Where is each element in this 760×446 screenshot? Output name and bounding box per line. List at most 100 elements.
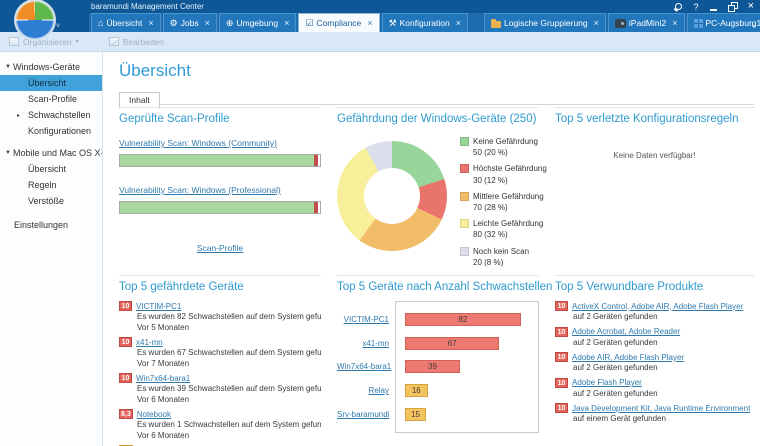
device-item-head: 10 x41-mn	[119, 337, 321, 348]
scan-profile-name-link[interactable]: Vulnerability Scan: Windows (Professiona…	[119, 185, 281, 195]
scan-profile-name-link[interactable]: Vulnerability Scan: Windows (Community)	[119, 138, 277, 148]
device-name-link[interactable]: x41-mn	[136, 337, 163, 347]
chevron-right-icon: ▸	[17, 113, 21, 119]
tab-close-icon[interactable]: ×	[284, 18, 290, 28]
device-name-link[interactable]: Notebook	[136, 409, 171, 419]
scan-result-fail-segment	[314, 155, 318, 166]
tab-bar: ⌂ Übersicht × ⚙ Jobs × ⊕ Umgebung × ☑ Compliance × ⚒…	[0, 13, 760, 32]
product-list-item: 10 Adobe Flash Player auf 2 Geräten gefund…	[555, 377, 754, 400]
baramundi-logo[interactable]	[16, 1, 54, 39]
product-name-link[interactable]: Adobe AIR, Adobe Flash Player	[572, 352, 685, 362]
product-item-head: 10 Adobe Flash Player	[555, 377, 754, 388]
bar-value-label: 15	[411, 409, 421, 419]
tab-close-icon[interactable]: ×	[148, 18, 154, 28]
product-item-head: 10 Adobe Acrobat, Adobe Reader	[555, 326, 754, 337]
sidebar-group-windows-geräte: ▼ Windows-Geräte Übersicht Scan-Profile ▸ Sch…	[0, 59, 102, 139]
bar-category-link-victim-pc1[interactable]: VICTIM-PC1	[343, 315, 389, 325]
bar-victim-pc1: 82	[405, 313, 521, 327]
tab-overflow-chevron-icon[interactable]: ⌄	[750, 20, 757, 29]
restore-icon[interactable]	[727, 2, 738, 12]
sidebar-item-übersicht[interactable]: Übersicht	[0, 161, 102, 177]
legend-item-noch-kein-scan: Noch kein Scan 20 (8 %)	[460, 246, 547, 268]
panel-config-rules: Top 5 verletzte Konfigurationsregeln Kei…	[555, 107, 754, 275]
bar-x41-mn: 67	[405, 336, 500, 350]
tab-übersicht[interactable]: ⌂ Übersicht ×	[91, 13, 161, 32]
risk-donut-chart[interactable]	[337, 141, 447, 251]
dashboard-grid: Geprüfte Scan-Profile Vulnerability Scan…	[119, 107, 754, 446]
doc-tab-logische-gruppierung[interactable]: Logische Gruppierung ×	[484, 13, 606, 32]
tab-compliance[interactable]: ☑ Compliance ×	[298, 13, 380, 32]
help-icon[interactable]: ?	[693, 1, 699, 12]
sidebar-item-regeln[interactable]: Regeln	[0, 177, 102, 193]
legend-value: 30 (12 %)	[473, 175, 508, 185]
cvss-score-badge: 10	[555, 352, 568, 363]
tab-close-icon[interactable]: ×	[367, 18, 373, 28]
bar-category-link-srv-baramundi[interactable]: Srv-baramundi	[337, 409, 390, 419]
sidebar-item-übersicht[interactable]: Übersicht	[0, 75, 102, 91]
sidebar-item-scan-profile[interactable]: Scan-Profile	[0, 91, 102, 107]
search-icon[interactable]	[673, 2, 683, 12]
panel-title: Geprüfte Scan-Profile	[119, 113, 230, 125]
folder-icon	[491, 18, 501, 28]
tablet-icon	[614, 18, 626, 28]
app-body: ▼ Windows-Geräte Übersicht Scan-Profile ▸ Sch…	[0, 52, 760, 446]
product-name-link[interactable]: Java Development Kit, Java Runtime Envir…	[572, 403, 751, 413]
legend-item-keine-gefährdung: Keine Gefährdung 50 (20 %)	[460, 136, 547, 158]
device-description: Es wurden 82 Schwachstellen auf dem Syst…	[137, 312, 321, 321]
legend-item-mittlere-gefährdung: Mittlere Gefährdung 70 (28 %)	[460, 191, 547, 213]
toolbar: Organisieren ▾ Bearbeiten	[0, 32, 760, 52]
bar-value-label: 82	[458, 315, 468, 325]
sidebar-item-konfigurationen[interactable]: Konfigurationen	[0, 123, 102, 139]
tab-umgebung[interactable]: ⊕ Umgebung ×	[218, 13, 297, 32]
tab-close-icon[interactable]: ×	[672, 18, 678, 28]
organisieren-button[interactable]: Organisieren ▾	[9, 37, 79, 47]
device-item-head: 10 VICTIM-PC1	[119, 301, 321, 311]
product-name-link[interactable]: Adobe Acrobat, Adobe Reader	[572, 327, 681, 337]
sidebar-group-header-windows-geräte[interactable]: ▼ Windows-Geräte	[0, 59, 102, 75]
legend-item-höchste-gefährdung: Höchste Gefährdung 30 (12 %)	[460, 163, 547, 185]
product-item-head: 10 ActiveX Control, Adobe AIR, Adobe Flas…	[555, 301, 754, 311]
sidebar-item-label: Regeln	[28, 180, 57, 190]
sidebar-item-schwachstellen[interactable]: ▸ Schwachstellen	[0, 107, 102, 123]
tab-close-icon[interactable]: ×	[204, 18, 210, 28]
scan-profile-item: Vulnerability Scan: Windows (Community)	[119, 133, 321, 167]
sidebar-group-label: Mobile und Mac OS X-Ger...	[13, 148, 102, 158]
tab-close-icon[interactable]: ×	[455, 18, 461, 28]
panel-title: Top 5 Verwundbare Produkte	[555, 281, 704, 293]
bar-category-link-win7x64-bara1[interactable]: Win7x64-bara1	[337, 362, 392, 372]
sidebar-group-label: Windows-Geräte	[13, 62, 81, 72]
bearbeiten-button[interactable]: Bearbeiten	[108, 36, 164, 47]
sidebar-item-verstöße[interactable]: Verstöße	[0, 193, 102, 209]
bar-category-link-relay[interactable]: Relay	[368, 386, 389, 396]
panel-title: Top 5 gefährdete Geräte	[119, 281, 244, 293]
tab-label: Compliance	[316, 18, 362, 28]
legend-item-leichte-gefährdung: Leichte Gefährdung 80 (32 %)	[460, 218, 547, 240]
sidebar-item-einstellungen[interactable]: Einstellungen	[0, 215, 102, 235]
logo-dropdown-chevron[interactable]: ˅	[56, 23, 61, 30]
organize-icon	[9, 37, 19, 46]
doc-tab-pc-augsburg1[interactable]: PC-Augsburg1×	[686, 13, 760, 32]
minimize-icon[interactable]	[709, 3, 717, 11]
tab-label: PC-Augsburg1	[705, 18, 760, 28]
cvss-score-badge: 10	[555, 403, 568, 414]
tool-btn-label: Bearbeiten	[122, 36, 164, 47]
tab-jobs[interactable]: ⚙ Jobs ×	[162, 13, 217, 32]
gear-icon: ⚙	[169, 17, 178, 28]
tab-konfiguration[interactable]: ⚒ Konfiguration ×	[381, 13, 468, 32]
sidebar-group-header-mobile-und-mac-os-x-ger[interactable]: ▼Mobile und Mac OS X-Ger...	[0, 145, 102, 161]
product-found-on: auf 2 Geräten gefunden	[573, 363, 658, 373]
device-scan-age: Vor 6 Monaten	[137, 394, 190, 404]
sidebar-item-label: Übersicht	[28, 164, 67, 174]
bar-category-link-x41-mn[interactable]: x41-mn	[362, 338, 389, 348]
product-name-link[interactable]: ActiveX Control, Adobe AIR, Adobe Flash …	[572, 301, 744, 311]
scan-profile-link[interactable]: Scan-Profile	[196, 243, 244, 253]
product-item-head: 10 Java Development Kit, Java Runtime Env…	[555, 403, 754, 414]
device-name-link[interactable]: VICTIM-PC1	[136, 301, 182, 311]
tab-close-icon[interactable]: ×	[593, 18, 599, 28]
globe-icon: ⊕	[225, 17, 234, 28]
doc-tab-ipadmini2[interactable]: iPadMini2 ×	[607, 13, 685, 32]
tab-inhalt[interactable]: Inhalt	[119, 92, 160, 109]
product-name-link[interactable]: Adobe Flash Player	[572, 378, 642, 388]
close-icon[interactable]: ×	[747, 0, 754, 12]
device-name-link[interactable]: Win7x64-bara1	[136, 373, 191, 383]
